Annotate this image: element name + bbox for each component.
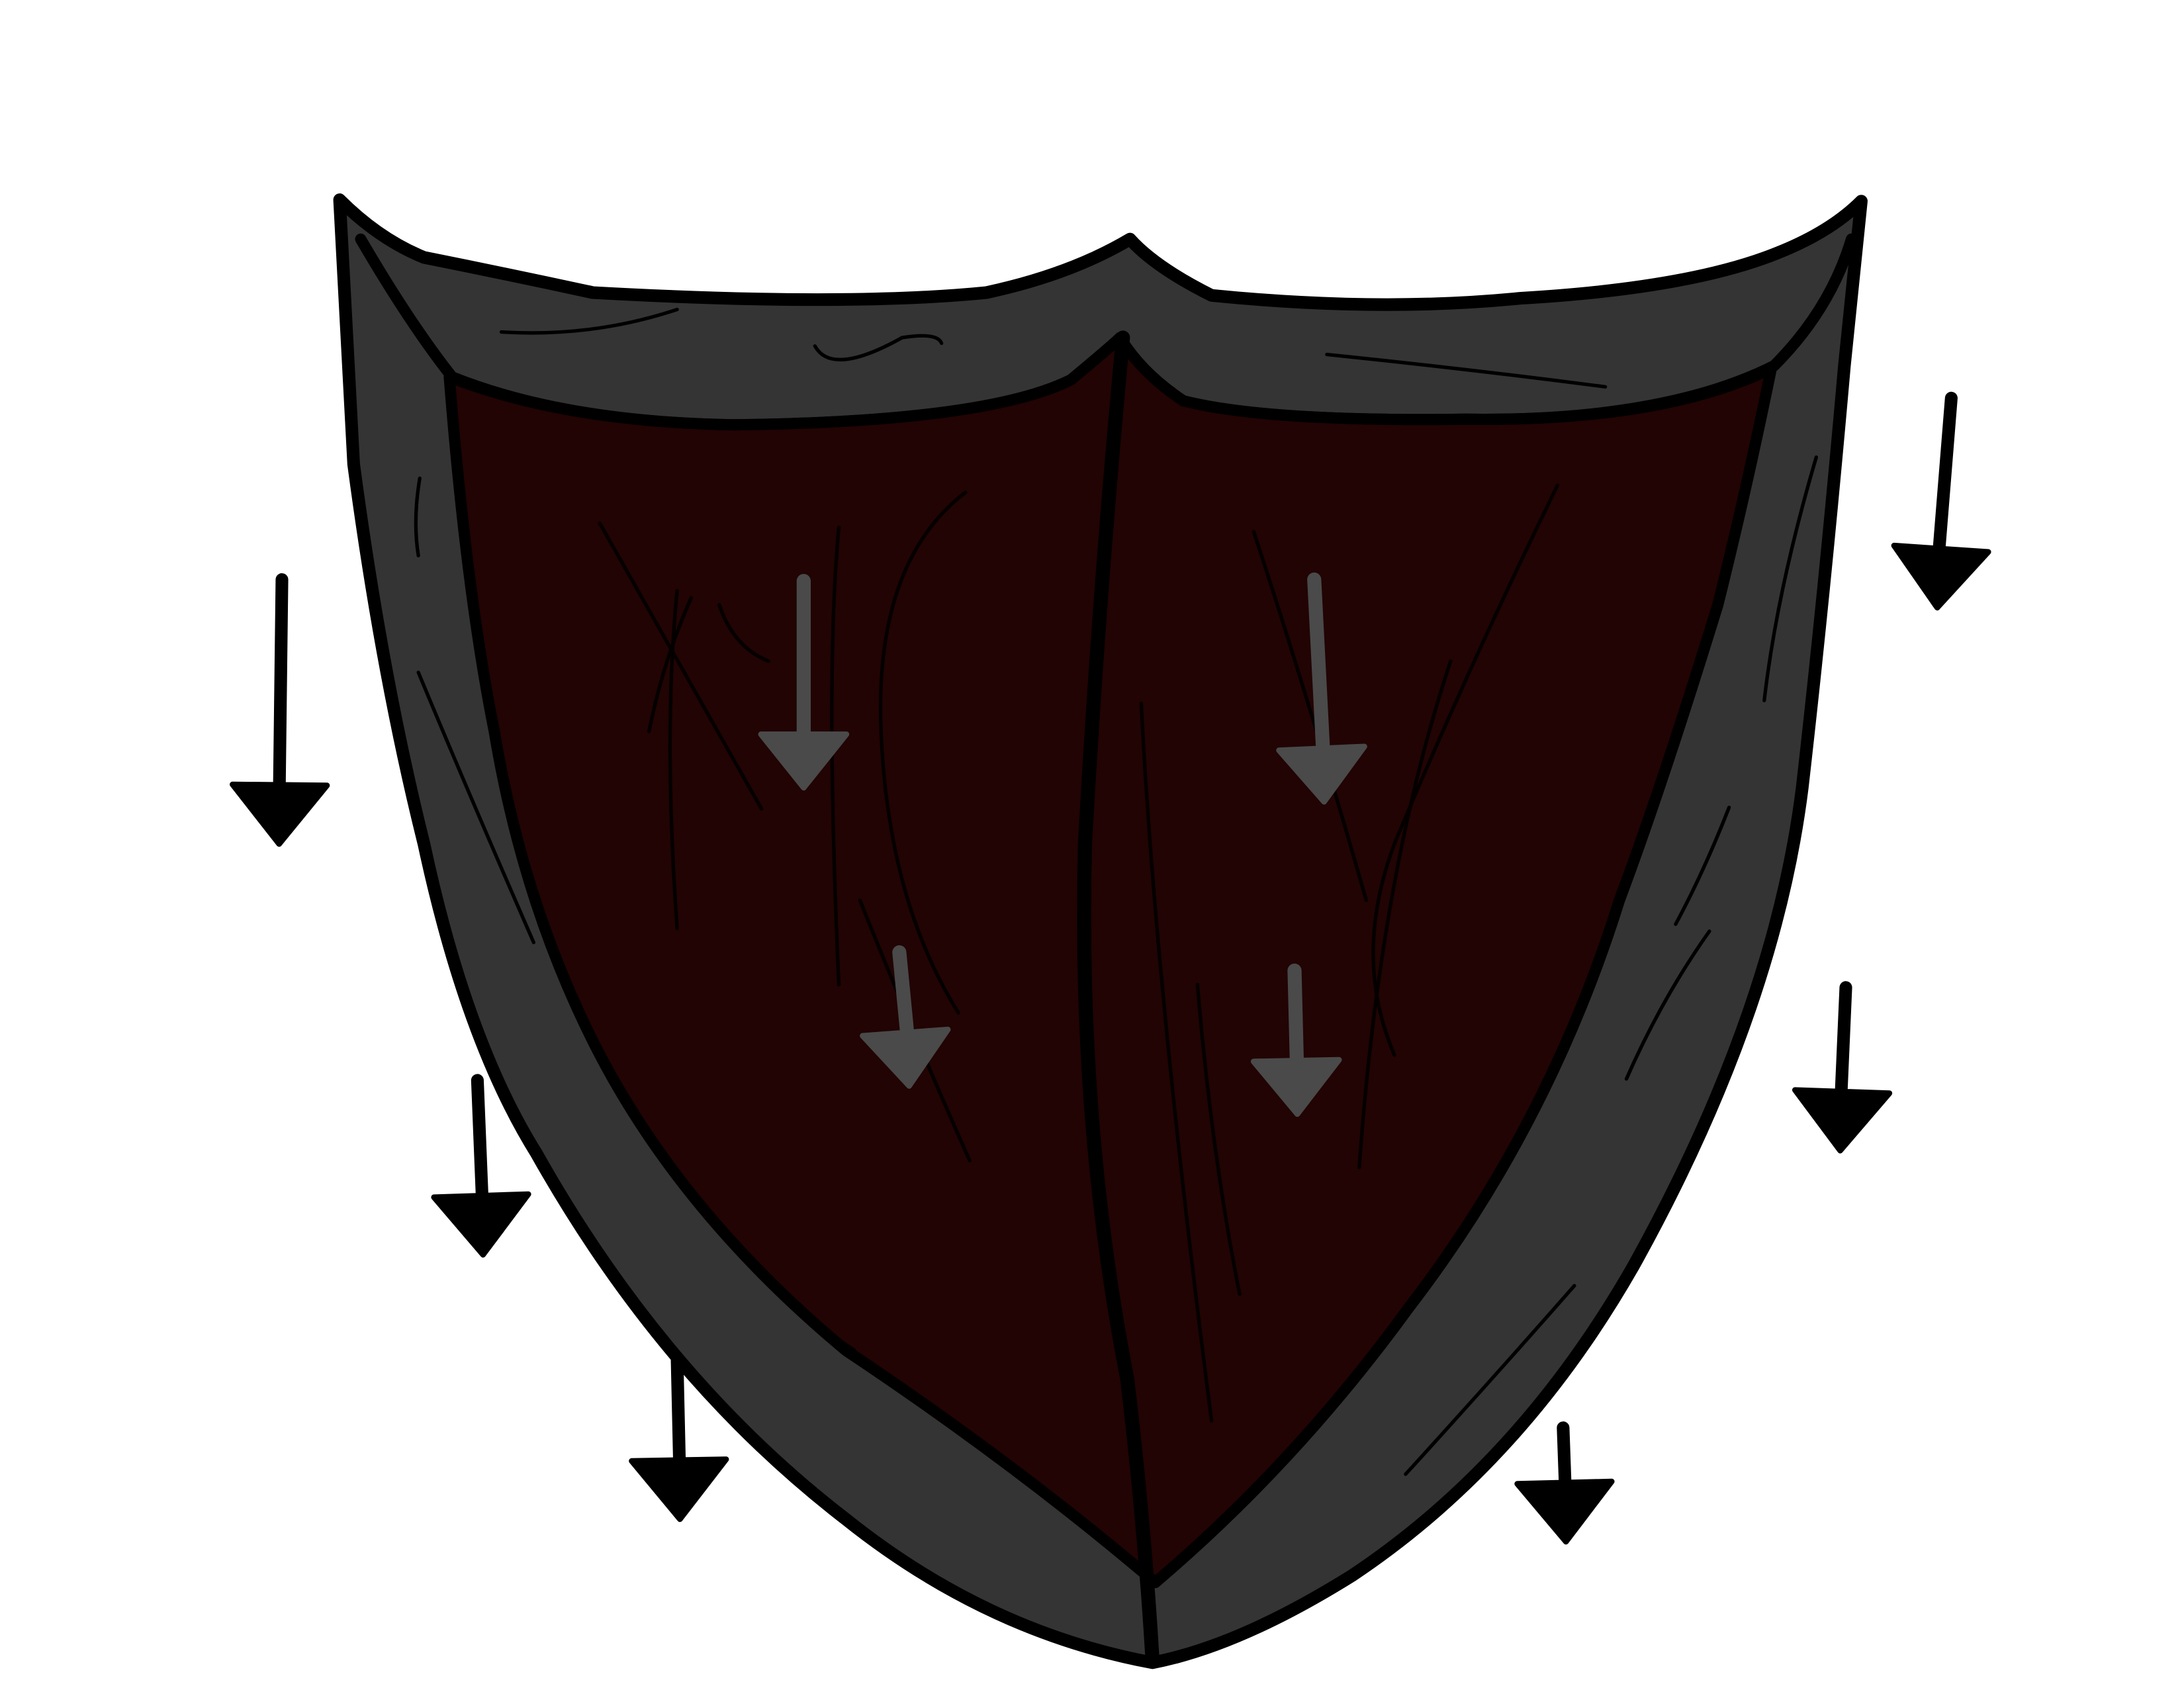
shield-center-seam [1077,330,1160,1667]
down-arrow-icon [1891,391,1991,611]
down-arrow-icon [230,573,330,847]
down-arrow-icon [629,1354,729,1523]
down-arrow-icon [1250,963,1342,1117]
down-arrow-icon [431,1074,531,1258]
down-arrow-icon [860,945,951,1089]
rim-scratches [414,307,1819,1476]
outer-arrows-group [230,391,1991,1545]
shield-face [443,332,1777,1589]
down-arrow-icon [758,574,850,791]
down-arrow-icon [1792,981,1893,1154]
down-arrow-icon [1514,1421,1615,1545]
down-arrow-icon [1276,572,1367,805]
inner-arrows-group [758,572,1367,1117]
